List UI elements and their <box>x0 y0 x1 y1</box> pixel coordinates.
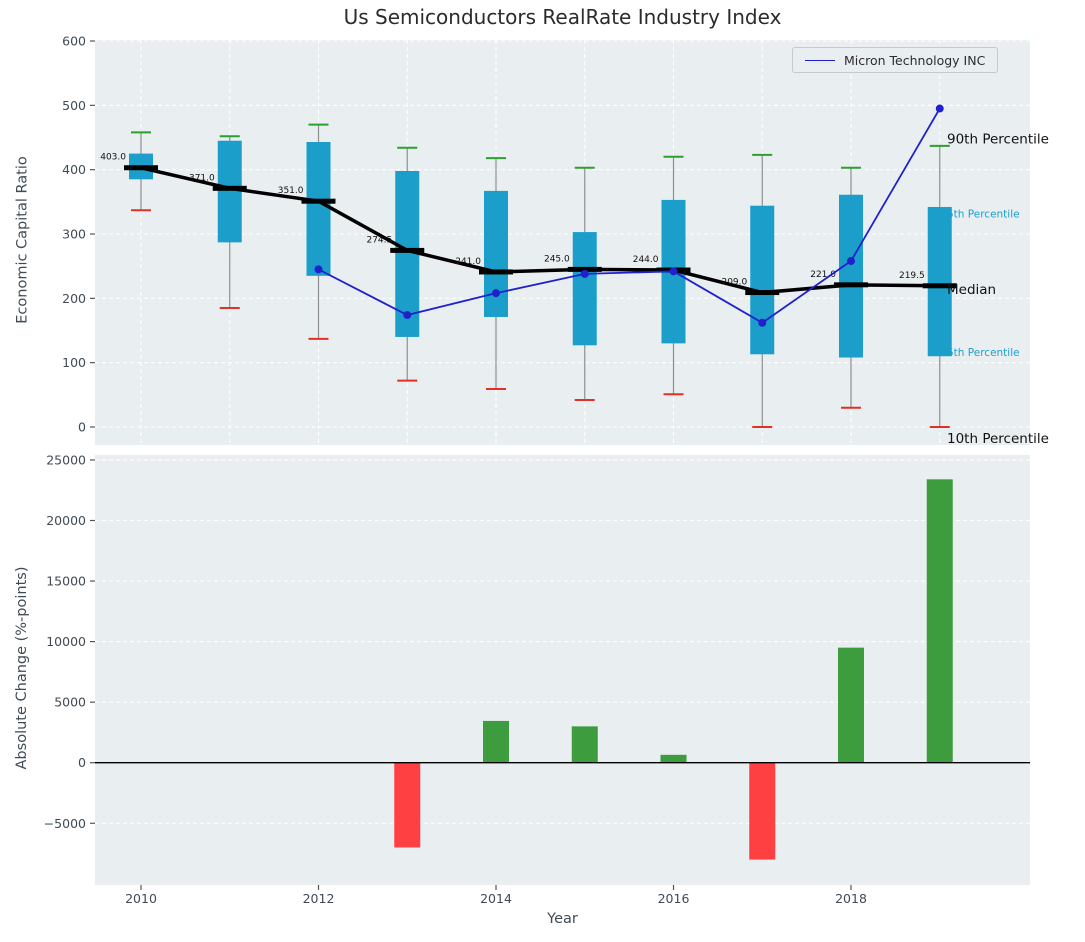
percentile-annotation: 5th Percentile <box>947 208 1020 220</box>
change-bar <box>926 479 953 763</box>
legend-label: Micron Technology INC <box>844 52 986 68</box>
x-tick-label: 2014 <box>480 891 512 906</box>
micron-point <box>403 311 412 320</box>
median-value-label: 209.0 <box>721 278 747 288</box>
y-tick-label: 400 <box>62 162 86 177</box>
median-value-label: 221.0 <box>810 270 836 280</box>
y-tick-label: 0 <box>78 755 86 770</box>
iqr-box <box>927 206 952 357</box>
top-y-axis-label: Economic Capital Ratio <box>14 156 31 324</box>
median-dash <box>567 266 602 272</box>
x-tick-label: 2012 <box>303 891 335 906</box>
x-tick-label: 2016 <box>658 891 690 906</box>
percentile-annotation: Median <box>947 282 996 298</box>
median-value-label: 219.5 <box>899 271 925 281</box>
micron-point <box>314 265 323 274</box>
y-tick-label: 600 <box>62 34 86 49</box>
median-dash <box>834 282 868 288</box>
micron-point <box>580 269 589 278</box>
y-tick-label: 25000 <box>46 452 86 467</box>
median-value-label: 403.0 <box>100 153 126 163</box>
percentile-annotation: 5th Percentile <box>947 347 1020 359</box>
iqr-box <box>839 194 863 358</box>
change-bar <box>749 762 776 860</box>
x-tick-label: 2010 <box>125 891 157 906</box>
legend-line-sample <box>805 59 835 61</box>
micron-point <box>669 267 678 276</box>
iqr-box <box>750 205 775 355</box>
median-value-label: 351.0 <box>278 186 304 196</box>
y-tick-label: 10000 <box>46 634 86 649</box>
iqr-box <box>217 140 242 243</box>
y-tick-label: 0 <box>78 420 86 435</box>
y-tick-label: 5000 <box>54 695 86 710</box>
chart-title: Us Semiconductors RealRate Industry Inde… <box>343 5 782 29</box>
median-value-label: 244.0 <box>633 255 659 265</box>
x-tick-label: 2018 <box>835 891 867 906</box>
median-value-label: 245.0 <box>544 254 570 264</box>
y-tick-label: 300 <box>62 227 86 242</box>
median-dash <box>124 165 158 171</box>
median-dash <box>745 290 780 296</box>
iqr-box <box>484 190 508 317</box>
change-bar <box>394 762 421 848</box>
change-bar <box>571 726 598 763</box>
median-dash <box>390 247 425 253</box>
micron-line <box>318 108 941 324</box>
legend: Micron Technology INC <box>792 47 999 73</box>
micron-point <box>758 318 767 327</box>
x-axis-label: Year <box>547 911 578 927</box>
median-value-label: 371.0 <box>189 173 215 183</box>
median-dash <box>922 283 957 289</box>
median-dash <box>301 198 336 204</box>
median-dash <box>479 269 513 275</box>
median-line <box>140 166 940 295</box>
median-dash <box>212 185 247 191</box>
percentile-annotation: 10th Percentile <box>947 431 1049 447</box>
micron-point <box>935 104 944 113</box>
median-value-label: 241.0 <box>455 257 481 267</box>
change-bar <box>838 647 864 763</box>
micron-point <box>492 289 500 298</box>
median-value-label: 274.5 <box>366 235 392 245</box>
bottom-panel-background <box>95 455 1030 885</box>
change-bar <box>483 720 509 763</box>
top-panel-background <box>95 40 1030 445</box>
iqr-box <box>572 232 597 346</box>
bottom-y-axis-label: Absolute Change (%-points) <box>14 566 30 770</box>
iqr-box <box>306 142 331 276</box>
micron-point <box>847 257 855 266</box>
y-tick-label: −5000 <box>44 816 86 831</box>
y-tick-label: 100 <box>62 355 86 370</box>
y-tick-label: 15000 <box>46 574 86 589</box>
percentile-annotation: 90th Percentile <box>947 131 1049 147</box>
y-tick-label: 500 <box>62 98 86 113</box>
y-tick-label: 20000 <box>46 513 86 528</box>
y-tick-label: 200 <box>62 291 86 306</box>
change-bar <box>660 754 687 763</box>
